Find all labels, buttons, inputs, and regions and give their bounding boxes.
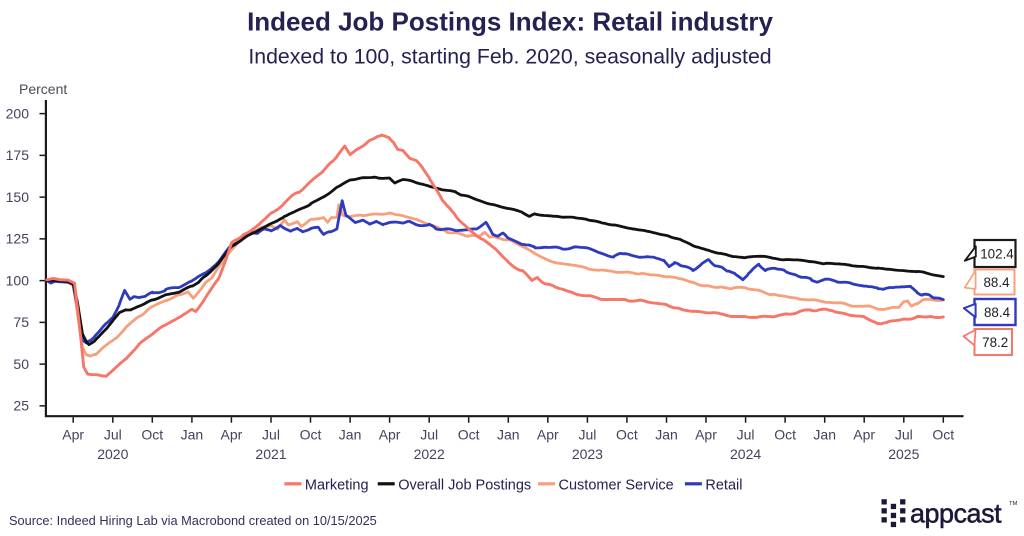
svg-text:Jul: Jul: [420, 427, 438, 443]
svg-text:Oct: Oct: [616, 427, 638, 443]
svg-text:Apr: Apr: [537, 427, 559, 443]
svg-text:Marketing: Marketing: [305, 477, 369, 493]
svg-text:100: 100: [6, 272, 30, 288]
svg-text:Apr: Apr: [379, 427, 401, 443]
svg-text:Retail: Retail: [705, 477, 742, 493]
svg-text:TM: TM: [1009, 501, 1018, 507]
svg-text:Jul: Jul: [895, 427, 913, 443]
svg-text:2022: 2022: [414, 446, 445, 462]
svg-text:Overall Job Postings: Overall Job Postings: [398, 477, 531, 493]
svg-text:175: 175: [6, 147, 30, 163]
svg-text:Oct: Oct: [300, 427, 322, 443]
svg-text:2021: 2021: [255, 446, 286, 462]
svg-text:Indeed Job Postings Index: Ret: Indeed Job Postings Index: Retail indust…: [247, 7, 773, 37]
svg-text:Percent: Percent: [19, 81, 67, 97]
svg-text:Jul: Jul: [262, 427, 280, 443]
svg-text:Oct: Oct: [141, 427, 163, 443]
svg-text:Apr: Apr: [695, 427, 717, 443]
svg-text:Indexed to 100, starting Feb.: Indexed to 100, starting Feb. 2020, seas…: [248, 45, 771, 69]
svg-text:Oct: Oct: [458, 427, 480, 443]
svg-text:Apr: Apr: [221, 427, 243, 443]
svg-text:88.4: 88.4: [984, 305, 1011, 320]
svg-text:Source: Indeed Hiring Lab via: Source: Indeed Hiring Lab via Macrobond …: [9, 513, 377, 528]
svg-text:Oct: Oct: [932, 427, 954, 443]
svg-text:75: 75: [13, 314, 29, 330]
svg-text:2023: 2023: [572, 446, 603, 462]
svg-text:125: 125: [6, 231, 30, 247]
svg-text:Jul: Jul: [104, 427, 122, 443]
svg-text:Apr: Apr: [853, 427, 875, 443]
svg-text:Customer Service: Customer Service: [559, 477, 674, 493]
svg-text:Jan: Jan: [813, 427, 836, 443]
svg-text:102.4: 102.4: [980, 247, 1014, 262]
svg-text:Jan: Jan: [339, 427, 362, 443]
svg-text:150: 150: [6, 189, 30, 205]
svg-text:88.4: 88.4: [983, 275, 1010, 290]
svg-text:2024: 2024: [730, 446, 761, 462]
svg-text:2025: 2025: [888, 446, 919, 462]
svg-text:Oct: Oct: [774, 427, 796, 443]
svg-text:2020: 2020: [97, 446, 128, 462]
svg-text:200: 200: [6, 105, 30, 121]
svg-text:appcast: appcast: [910, 499, 1002, 529]
svg-text:Jan: Jan: [181, 427, 204, 443]
svg-text:Jan: Jan: [655, 427, 678, 443]
svg-text:Jul: Jul: [737, 427, 755, 443]
svg-text:78.2: 78.2: [982, 335, 1008, 350]
svg-text:Apr: Apr: [62, 427, 84, 443]
svg-text:25: 25: [13, 398, 29, 414]
svg-text:Jul: Jul: [578, 427, 596, 443]
svg-text:Jan: Jan: [497, 427, 520, 443]
svg-text:50: 50: [13, 356, 29, 372]
